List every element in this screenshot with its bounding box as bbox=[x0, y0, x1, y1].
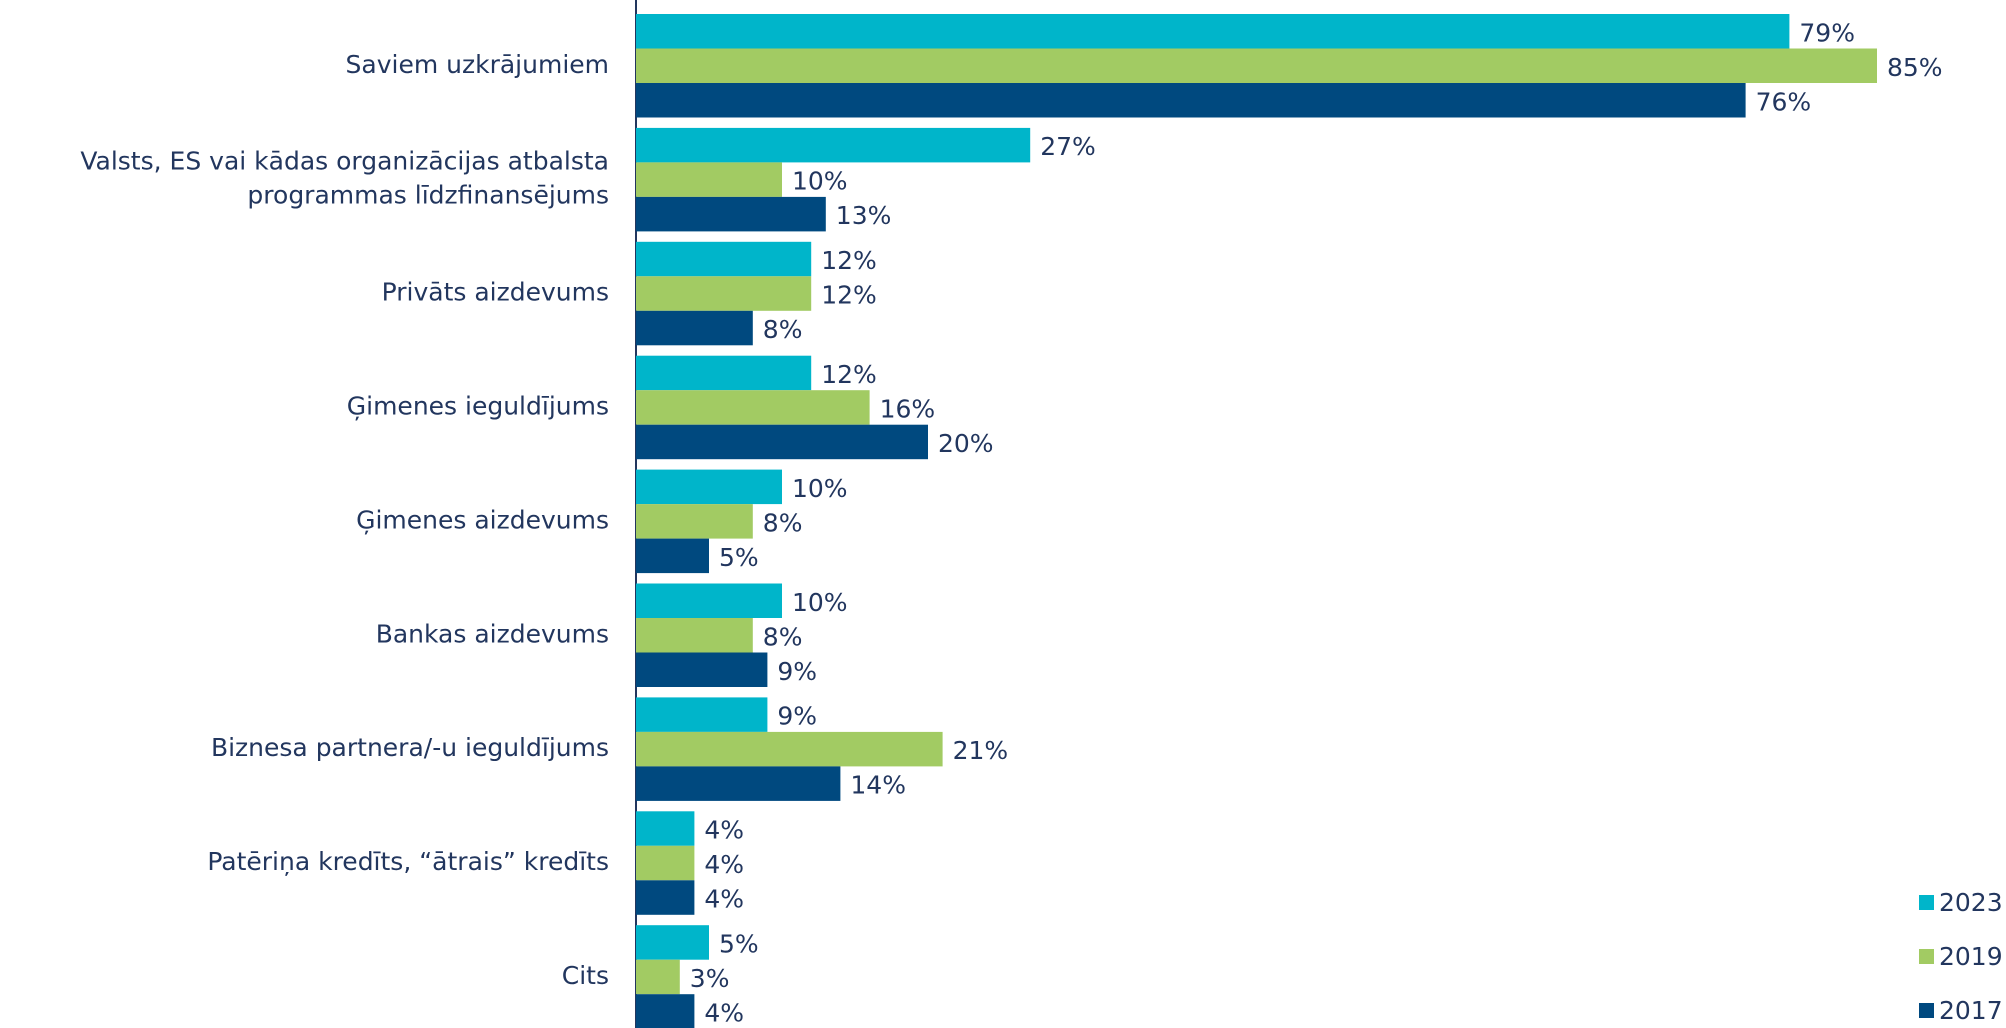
bar bbox=[636, 196, 826, 232]
bar bbox=[636, 845, 695, 881]
category-label: Ģimenes ieguldījums bbox=[347, 391, 609, 420]
category-label: Valsts, ES vai kādas organizācijas atbal… bbox=[80, 147, 609, 210]
bar bbox=[636, 241, 812, 277]
value-label: 16% bbox=[880, 394, 936, 423]
value-label: 8% bbox=[763, 315, 803, 344]
value-label: 8% bbox=[763, 622, 803, 651]
category-label: Ģimenes aizdevums bbox=[356, 505, 609, 534]
value-label: 4% bbox=[704, 885, 744, 914]
value-label: 85% bbox=[1887, 53, 1943, 82]
bar bbox=[636, 925, 709, 960]
bar bbox=[636, 127, 1031, 163]
value-label: 9% bbox=[777, 657, 817, 686]
bar bbox=[636, 994, 695, 1028]
value-label: 5% bbox=[719, 543, 759, 572]
value-label: 10% bbox=[792, 588, 848, 617]
value-label: 10% bbox=[792, 474, 848, 503]
bar bbox=[636, 162, 782, 197]
value-label: 14% bbox=[850, 771, 906, 800]
value-label: 8% bbox=[763, 508, 803, 537]
bar bbox=[636, 83, 1746, 118]
bar bbox=[636, 959, 680, 995]
bar bbox=[636, 618, 753, 653]
value-label: 79% bbox=[1799, 18, 1855, 47]
value-label: 13% bbox=[836, 201, 892, 230]
value-label: 27% bbox=[1040, 132, 1096, 161]
category-label-line: programmas līdzfinansējums bbox=[247, 181, 609, 210]
legend-swatch bbox=[1919, 1003, 1934, 1018]
value-label: 12% bbox=[821, 281, 877, 310]
category-label: Saviem uzkrājumiem bbox=[346, 50, 609, 79]
legend-label: 2019 bbox=[1939, 942, 2003, 971]
value-label: 3% bbox=[690, 964, 730, 993]
bar bbox=[636, 14, 1790, 49]
legend-label: 2023 bbox=[1939, 888, 2003, 917]
value-label: 12% bbox=[821, 246, 877, 275]
bar bbox=[636, 48, 1877, 83]
legend-swatch bbox=[1919, 895, 1934, 910]
bar bbox=[636, 310, 753, 346]
legend-swatch bbox=[1919, 949, 1934, 964]
bar bbox=[636, 424, 928, 460]
bar bbox=[636, 390, 870, 425]
bar bbox=[636, 811, 695, 846]
value-label: 21% bbox=[953, 736, 1009, 765]
bar bbox=[636, 766, 841, 801]
bar bbox=[636, 880, 695, 915]
bar bbox=[636, 469, 782, 505]
bar bbox=[636, 504, 753, 539]
category-label-line: Valsts, ES vai kādas organizācijas atbal… bbox=[80, 147, 609, 176]
value-label: 4% bbox=[704, 850, 744, 879]
category-label: Bankas aizdevums bbox=[376, 619, 609, 648]
bar bbox=[636, 731, 943, 767]
value-label: 4% bbox=[704, 816, 744, 845]
value-label: 12% bbox=[821, 360, 877, 389]
category-label: Patēriņa kredīts, “ātrais” kredīts bbox=[207, 847, 609, 876]
category-label: Cits bbox=[562, 961, 609, 990]
bar bbox=[636, 652, 768, 687]
value-label: 4% bbox=[704, 998, 744, 1027]
category-label: Biznesa partnera/-u ieguldījums bbox=[211, 733, 609, 762]
value-label: 76% bbox=[1756, 87, 1812, 116]
value-label: 20% bbox=[938, 429, 994, 458]
bar bbox=[636, 697, 768, 732]
category-label: Privāts aizdevums bbox=[382, 278, 609, 307]
bar bbox=[636, 355, 812, 391]
bar bbox=[636, 583, 782, 618]
legend-label: 2017 bbox=[1939, 996, 2003, 1025]
value-label: 9% bbox=[777, 702, 817, 731]
bar bbox=[636, 276, 812, 311]
value-label: 10% bbox=[792, 167, 848, 196]
bar bbox=[636, 538, 709, 574]
value-label: 5% bbox=[719, 929, 759, 958]
